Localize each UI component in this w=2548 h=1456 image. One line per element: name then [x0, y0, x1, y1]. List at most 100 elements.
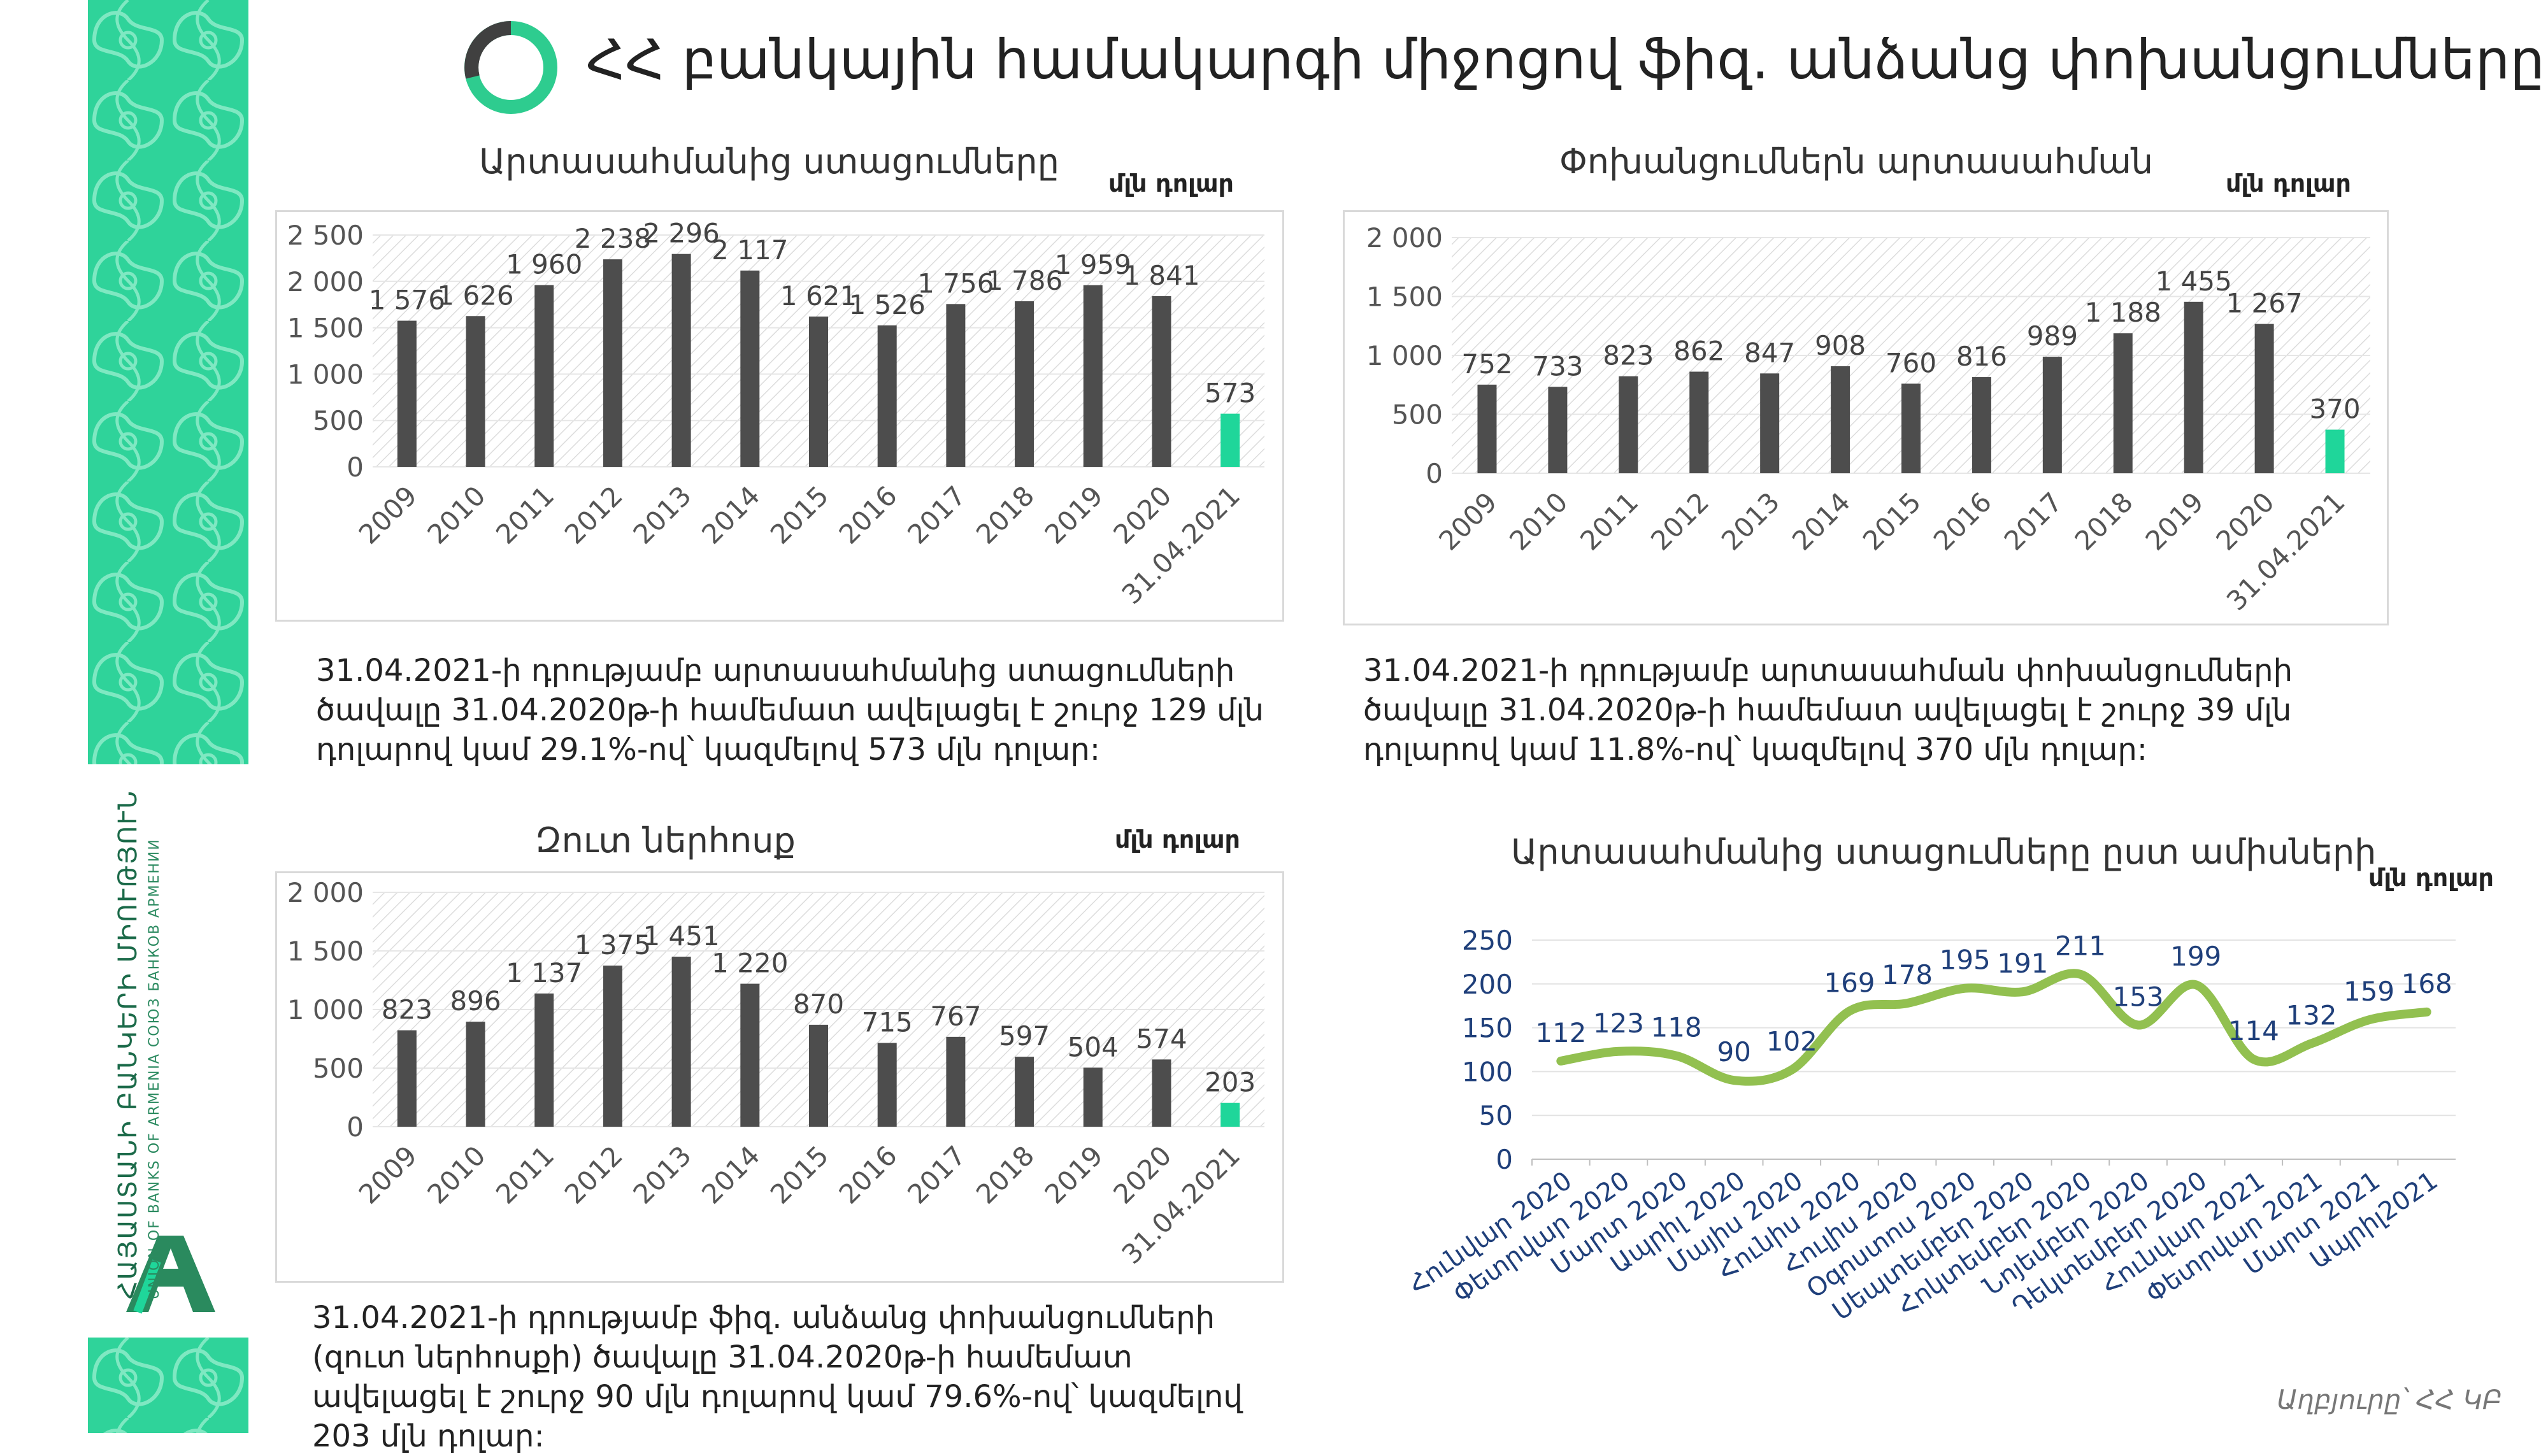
x-tick-label: 2009 [353, 480, 423, 550]
bar [534, 993, 554, 1127]
bar [1015, 1057, 1034, 1127]
ornament-pattern-top [88, 0, 248, 764]
y-tick-label: 2 500 [287, 220, 364, 251]
x-tick-label: 2014 [696, 480, 766, 550]
bar [2042, 357, 2062, 473]
bar [1689, 371, 1709, 473]
y-tick-label: 500 [313, 405, 364, 436]
y-tick-label: 250 [1462, 925, 1513, 956]
net-chart-panel: 0 500 1 000 1 500 2 000 823 2009 896 2010 1 137 20… [275, 871, 1284, 1283]
inflow-chart: 0 500 1 000 1 500 2 000 2 500 1 576 2009 1 626 20… [287, 218, 1264, 610]
data-label: 199 [2170, 941, 2221, 972]
y-tick-label: 100 [1462, 1056, 1513, 1087]
x-tick-label: 2018 [2069, 486, 2139, 556]
data-label: 1 267 [2226, 288, 2302, 319]
y-tick-label: 500 [1392, 399, 1443, 431]
data-label: 767 [930, 1001, 981, 1032]
x-tick-label: 2015 [1857, 486, 1927, 556]
union-name: ՀԱՅԱՍՏԱՆԻ ԲԱՆԿԵՐԻ ՄԻՈՒԹՅՈՒՆ UNION OF BAN… [113, 790, 162, 1299]
title-ring-icon [464, 21, 557, 114]
data-label: 1 220 [712, 948, 788, 979]
x-tick-label: 2010 [421, 480, 491, 550]
data-label: 760 [1886, 347, 1936, 378]
data-label: 118 [1650, 1012, 1701, 1043]
logo-mark [126, 1236, 215, 1314]
y-tick-label: 1 500 [287, 936, 364, 967]
y-tick-label: 2 000 [287, 266, 364, 297]
outflow-chart-panel: 0 500 1 000 1 500 2 000 752 2009 733 2010 823 2011… [1343, 210, 2389, 625]
data-label: 1 188 [2085, 297, 2161, 328]
x-tick-label: 2016 [833, 480, 903, 550]
bar [466, 316, 485, 467]
x-tick-label: 2012 [559, 480, 629, 550]
inflow-unit: մլն դոլար [1108, 169, 1234, 197]
y-tick-label: 0 [347, 452, 364, 483]
data-label: 153 [2112, 981, 2163, 1012]
data-label: 1 626 [437, 280, 513, 311]
y-tick-label: 1 000 [1366, 340, 1443, 371]
x-tick-label: 2011 [1574, 486, 1644, 556]
outflow-chart: 0 500 1 000 1 500 2 000 752 2009 733 2010 823 2011… [1366, 222, 2370, 617]
data-label: 191 [1997, 948, 2048, 979]
data-label: 1 960 [506, 249, 582, 280]
data-label: 1 375 [575, 929, 651, 960]
data-label: 2 296 [643, 218, 719, 249]
bar [1477, 384, 1497, 473]
x-tick-label: 2018 [970, 480, 1040, 550]
data-label: 1 526 [849, 289, 926, 320]
data-label: 132 [2286, 999, 2337, 1031]
page-title: ՀՀ բանկային համակարգի միջոցով ֆիզ. անձան… [586, 28, 2545, 92]
data-label: 2 238 [575, 223, 651, 254]
y-tick-label: 1 500 [287, 313, 364, 344]
x-tick-label: 2013 [627, 480, 697, 550]
bar [809, 1024, 828, 1127]
data-label: 178 [1882, 959, 1933, 990]
y-tick-label: 150 [1462, 1013, 1513, 1044]
bar [1152, 1059, 1171, 1127]
x-tick-label: 2010 [1503, 486, 1573, 556]
x-tick-label: 2011 [490, 1139, 560, 1210]
y-tick-label: 1 500 [1366, 282, 1443, 313]
bar [877, 1043, 897, 1127]
source-note: Աղբյուրը՝ ՀՀ ԿԲ [2277, 1384, 2502, 1415]
data-label: 989 [2027, 320, 2078, 352]
data-label: 715 [862, 1006, 913, 1038]
x-tick-label: 2013 [1715, 486, 1786, 556]
y-tick-label: 500 [313, 1053, 364, 1084]
outflow-unit: մլն դոլար [2226, 169, 2351, 197]
logo-block [88, 777, 248, 1331]
y-tick-label: 0 [347, 1111, 364, 1143]
y-tick-label: 1 000 [287, 359, 364, 390]
bar [1901, 383, 1921, 473]
x-tick-label: 2009 [353, 1139, 423, 1210]
y-tick-label: 0 [1496, 1144, 1513, 1175]
union-name-armenian: ՀԱՅԱՍՏԱՆԻ ԲԱՆԿԵՐԻ ՄԻՈՒԹՅՈՒՆ [113, 790, 143, 1299]
x-tick-label: 2016 [833, 1139, 903, 1210]
data-label: 1 841 [1123, 260, 1199, 291]
data-label: 1 621 [780, 280, 857, 311]
data-label: 504 [1068, 1031, 1119, 1062]
bar [2184, 301, 2203, 473]
bar [671, 253, 691, 467]
bar [1831, 366, 1850, 473]
outflow-note: 31.04.2021-ի դրությամբ արտասահման փոխանց… [1363, 653, 2293, 767]
y-tick-label: 2 000 [1366, 222, 1443, 253]
data-label: 823 [1603, 340, 1654, 371]
data-label: 1 959 [1055, 249, 1131, 280]
data-label: 816 [1956, 341, 2007, 372]
data-label: 823 [382, 994, 433, 1025]
x-tick-label: 2014 [1786, 486, 1856, 556]
bar [1548, 387, 1568, 473]
bar [603, 259, 622, 467]
x-tick-label: 2010 [421, 1139, 491, 1210]
y-tick-label: 0 [1426, 458, 1443, 489]
x-tick-label: 2019 [1039, 1139, 1109, 1210]
bar [1015, 301, 1034, 467]
data-label: 1 756 [917, 268, 994, 299]
bar [809, 316, 828, 467]
bar [1083, 1067, 1103, 1127]
bar [603, 966, 622, 1127]
data-label: 112 [1535, 1017, 1586, 1048]
x-tick-label: 2014 [696, 1139, 766, 1210]
y-tick-label: 50 [1479, 1100, 1513, 1131]
